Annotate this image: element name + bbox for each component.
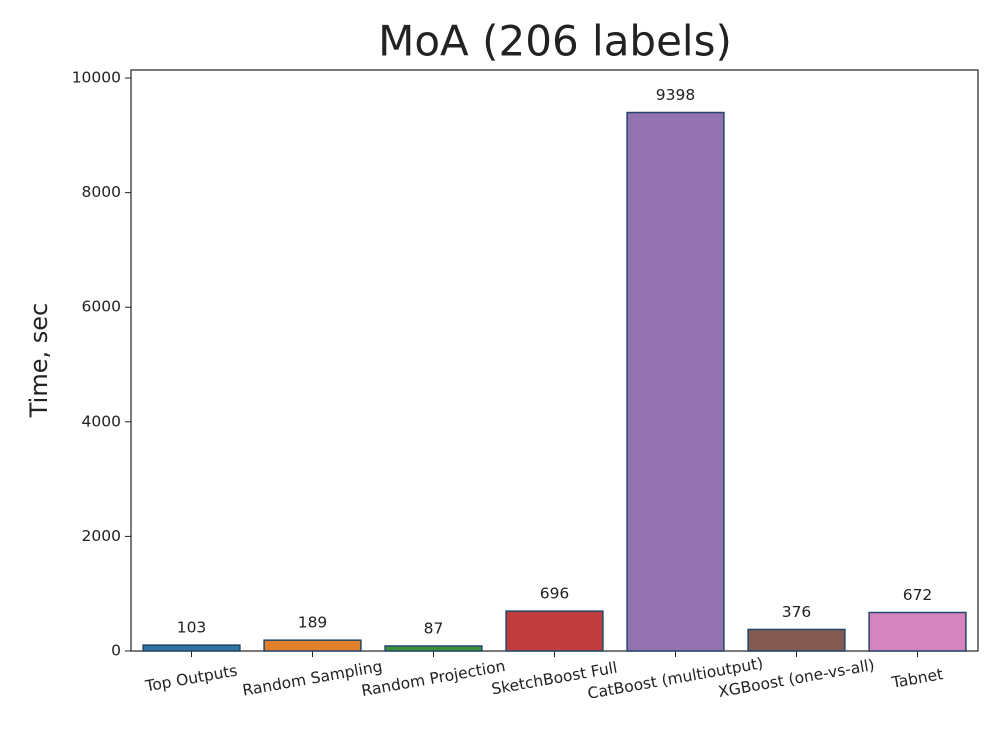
y-tick-label: 10000 — [72, 69, 121, 87]
data-label: 103 — [177, 619, 207, 637]
y-tick-label: 6000 — [82, 298, 121, 316]
data-label: 189 — [298, 614, 328, 632]
bar — [626, 111, 725, 652]
data-label: 87 — [424, 620, 444, 638]
data-label: 9398 — [656, 86, 695, 104]
bar — [868, 611, 967, 652]
y-tick-label: 0 — [111, 642, 121, 660]
data-label: 376 — [782, 603, 812, 621]
plot-frame — [130, 69, 979, 652]
y-tick-label: 4000 — [82, 412, 121, 430]
bar — [384, 645, 483, 652]
x-tick-label: Random Projection — [360, 657, 507, 700]
x-tick-label: Top Outputs — [143, 662, 239, 696]
bar — [505, 610, 604, 652]
y-axis-label: Time, sec — [25, 303, 53, 418]
x-tick-label: Tabnet — [889, 665, 944, 692]
y-tick-label: 8000 — [82, 183, 121, 201]
bar — [263, 639, 362, 652]
bar — [747, 628, 846, 652]
chart-title: MoA (206 labels) — [378, 17, 732, 66]
data-label: 696 — [540, 585, 570, 603]
y-tick-label: 2000 — [82, 527, 121, 545]
data-label: 672 — [903, 586, 933, 604]
bar — [142, 644, 241, 652]
